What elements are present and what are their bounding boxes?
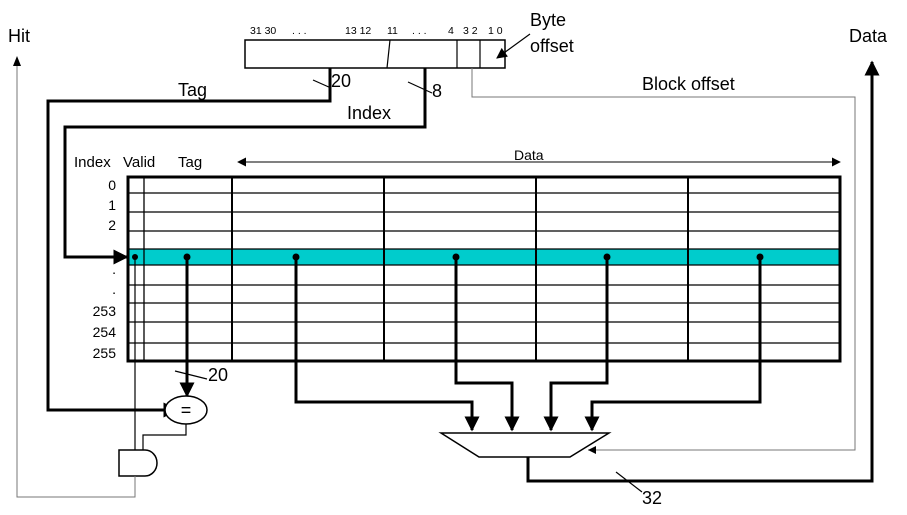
word2-tap [604, 254, 611, 261]
block-offset-label: Block offset [642, 74, 735, 94]
hit-label: Hit [8, 26, 30, 46]
address-register: 31 30 . . . 13 12 11 . . . 4 3 2 1 0 [245, 25, 505, 68]
selected-row-highlight [128, 249, 840, 265]
cache-grid [128, 177, 840, 361]
column-header-tag: Tag [178, 154, 202, 171]
data-output-wire [528, 62, 872, 481]
comparator-tag-width-tick [175, 371, 207, 379]
tag-width-label: 20 [331, 71, 351, 91]
bit-label-4: 4 [448, 25, 454, 37]
column-header-data: Data [514, 147, 544, 163]
column-header-valid: Valid [123, 154, 155, 171]
tag-field-label: Tag [178, 80, 207, 100]
tag-width-tick [313, 80, 331, 88]
bit-label-1-0: 1 0 [488, 25, 503, 37]
bit-label-31-30: 31 30 [250, 25, 276, 37]
cache-outline [128, 177, 840, 361]
row-index-label: 1 [108, 197, 116, 213]
data-output-label: Data [849, 26, 888, 46]
row-index-label: . [112, 281, 116, 297]
bit-label-11: 11 [387, 25, 398, 37]
word0-tap [293, 254, 300, 261]
row-index-label: 0 [108, 177, 116, 193]
stored-tag-tap [184, 254, 191, 261]
bit-label-3-2: 3 2 [463, 25, 478, 37]
address-box [245, 40, 505, 68]
bit-label-ellipsis-1: . . . [292, 25, 307, 37]
word3-tap [757, 254, 764, 261]
row-index-label: 255 [93, 345, 117, 361]
word1-tap [453, 254, 460, 261]
row-index-label: 254 [93, 324, 117, 340]
index-field-label: Index [347, 103, 391, 123]
data-multiplexor [441, 433, 609, 457]
bit-label-13-12: 13 12 [345, 25, 371, 37]
block-offset-arrowhead [588, 446, 596, 454]
comparator-symbol: = [181, 400, 192, 420]
output-width-label: 32 [642, 488, 662, 508]
bit-label-ellipsis-2: . . . [412, 25, 427, 37]
row-index-label: 2 [108, 217, 116, 233]
byte-offset-label-line1: Byte [530, 10, 566, 30]
row-index-label: . [112, 261, 116, 277]
cache-table: 0 1 2 . . 253 254 255 [93, 177, 840, 361]
hit-arrowhead [13, 56, 21, 66]
comparator-tag-width-label: 20 [208, 365, 228, 385]
tag-wire [48, 68, 330, 410]
comparator-output-wire [143, 424, 186, 450]
index-width-tick [408, 82, 432, 93]
valid-bit-tap [132, 254, 138, 260]
and-gate [119, 450, 157, 476]
row-index-label: 253 [93, 303, 117, 319]
byte-offset-label-line2: offset [530, 36, 574, 56]
column-header-index: Index [74, 154, 111, 171]
index-width-label: 8 [432, 81, 442, 101]
